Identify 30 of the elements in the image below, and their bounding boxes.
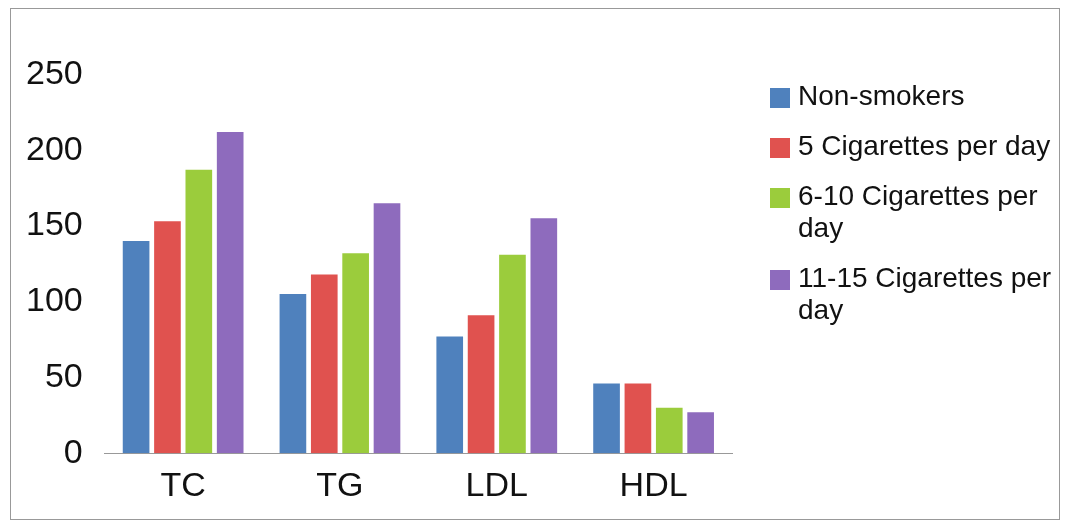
x-tick-label: HDL <box>619 464 688 503</box>
legend-label: 5 Cigarettes per day <box>798 130 1051 162</box>
x-tick-label: LDL <box>465 464 528 503</box>
y-tick-label: 250 <box>25 52 83 91</box>
bar <box>342 253 369 454</box>
bar <box>279 294 307 454</box>
bar <box>499 254 526 454</box>
legend-label: Non-smokers <box>798 80 965 112</box>
bar <box>624 383 652 454</box>
x-tick-label: TG <box>316 464 364 503</box>
y-tick-label: 0 <box>63 431 83 470</box>
bar <box>122 241 150 454</box>
bar <box>593 383 620 454</box>
bar <box>530 218 558 454</box>
bar <box>154 221 181 454</box>
bar <box>687 412 714 454</box>
x-tick-label: TC <box>160 464 206 503</box>
y-tick-label: 200 <box>25 128 83 167</box>
bar <box>310 274 338 454</box>
bar <box>467 315 495 454</box>
y-tick-label: 150 <box>25 204 83 243</box>
y-tick-label: 100 <box>25 280 83 319</box>
bar <box>436 336 464 454</box>
bar <box>185 169 213 454</box>
bar <box>373 203 401 454</box>
bar <box>655 407 683 454</box>
legend-label: 6-10 Cigarettes per day <box>798 180 1039 244</box>
y-tick-label: 50 <box>44 355 83 394</box>
legend-label: 11-15 Cigarettes per day <box>798 262 1053 326</box>
bar <box>216 131 244 454</box>
